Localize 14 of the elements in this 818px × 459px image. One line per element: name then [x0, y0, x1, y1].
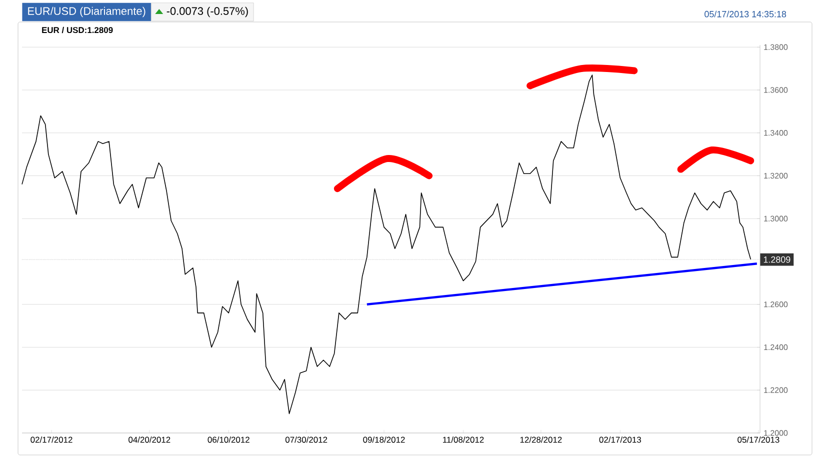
- x-tick-label: 09/18/2012: [363, 436, 405, 443]
- x-tick-label: 05/17/2013: [738, 436, 780, 443]
- text: EUR / USD:1.2809: [42, 26, 113, 34]
- chart-subtitle: -0.0073 (-0.57%): [166, 6, 248, 18]
- x-tick-label: 12/28/2012: [520, 436, 562, 443]
- x-tick-label: 11/08/2012: [443, 436, 484, 443]
- x-tick-label: 06/10/2012: [208, 436, 250, 443]
- x-tick-label: 04/20/2012: [128, 436, 170, 443]
- x-tick-label: 02/17/2012: [30, 436, 72, 443]
- x-tick-label: 07/30/2012: [285, 436, 328, 443]
- text: 05/17/2013 14:35:18: [704, 10, 786, 18]
- x-tick-label: 02/17/2013: [599, 436, 641, 443]
- ref-line-label: 1.2809: [764, 256, 790, 263]
- chart-title: EUR/USD (Diariamente): [28, 6, 146, 18]
